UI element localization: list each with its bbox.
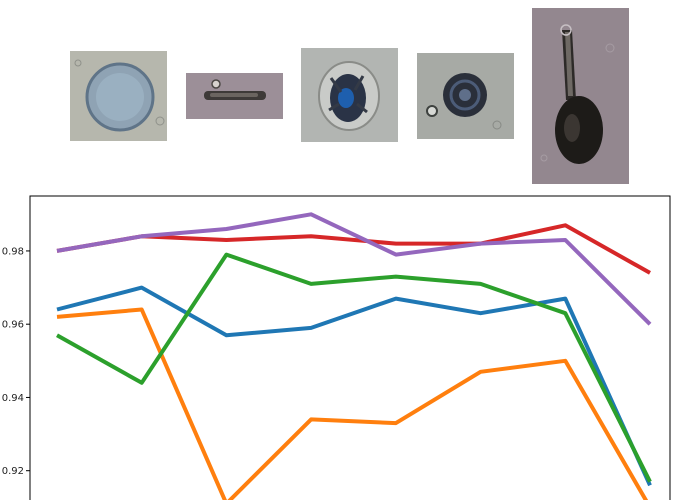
elongated-dark-rod-image [186,73,283,119]
series-layer [56,212,652,500]
series-line-5 [56,212,652,326]
y-tick-label: 0.94 [2,393,24,404]
plot-frame [29,195,671,500]
axis-layer: 0.92 0.94 0.96 0.98 [2,195,671,500]
series-line-2 [56,307,649,500]
series-line-3 [56,252,652,483]
dark-blue-spiky-cell-image [301,48,398,142]
y-tick-label: 0.96 [2,320,24,331]
thumbnail-strip [0,0,700,190]
y-tick-label: 0.92 [2,466,24,477]
round-bluish-cell-image [70,51,167,141]
stalked-dark-cell-image [532,8,629,184]
dark-ring-cell-image [417,53,514,139]
y-tick-label: 0.98 [2,246,24,257]
series-line-1 [56,285,652,487]
